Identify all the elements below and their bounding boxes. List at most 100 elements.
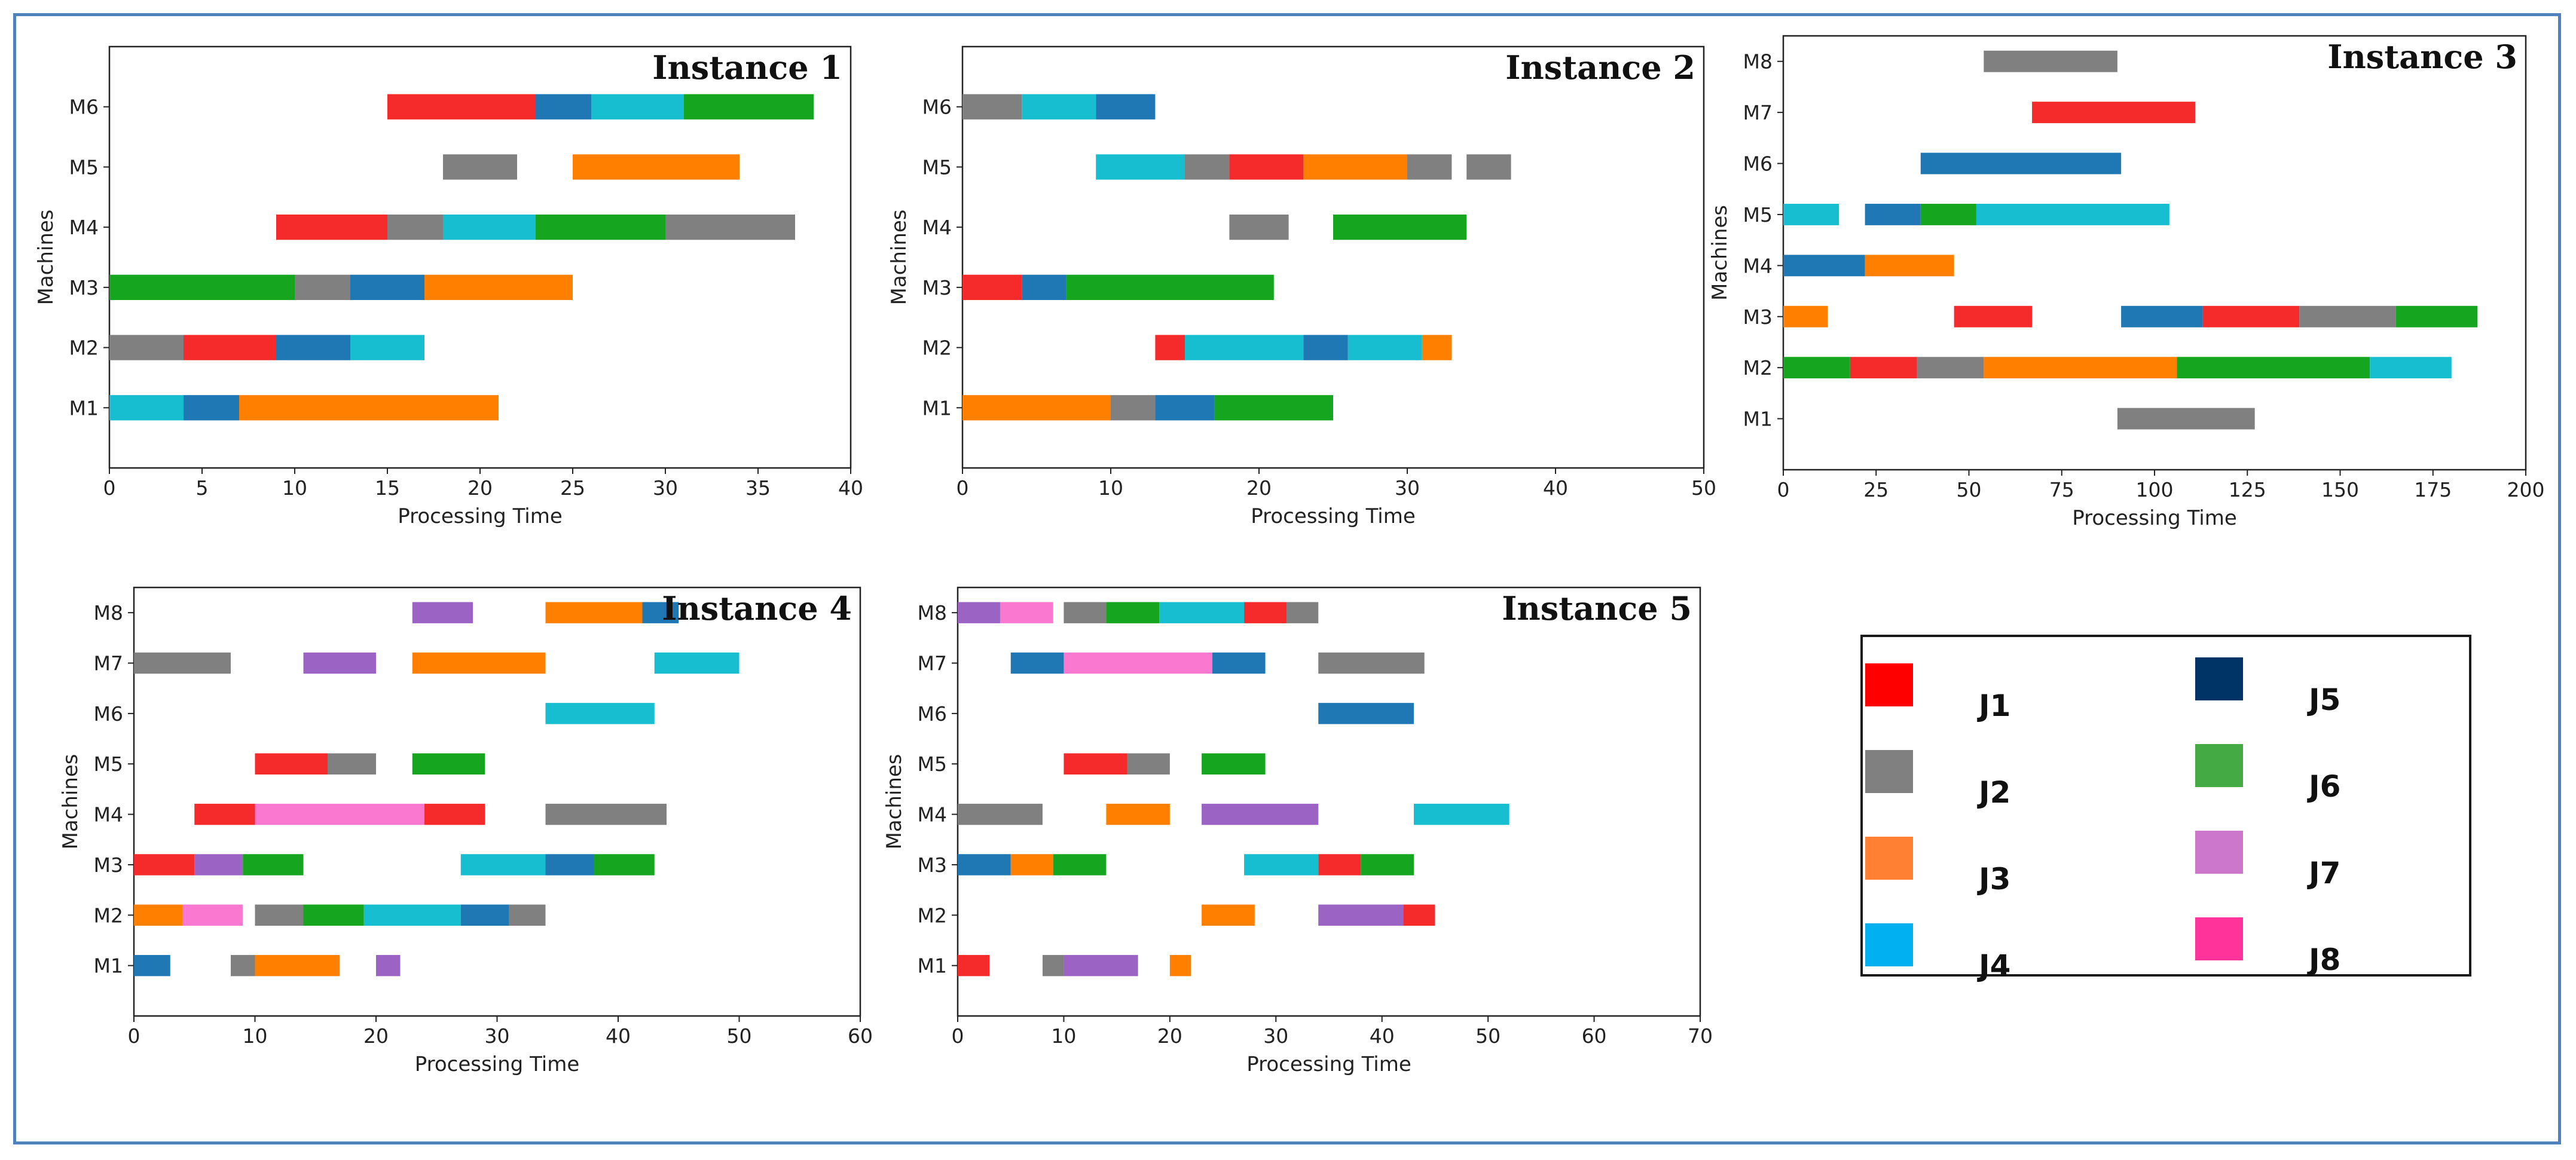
task-bar-j5-m6	[536, 94, 591, 120]
y-tick-label: M2	[922, 336, 952, 360]
task-bar-j2-m4	[665, 214, 795, 240]
legend-swatch	[1865, 663, 1913, 706]
task-bar-j3-m7	[412, 652, 546, 674]
legend-swatch	[2195, 917, 2243, 960]
task-bar-j1-m5	[1064, 753, 1127, 775]
task-bar-j1-m2	[1155, 335, 1185, 360]
task-bar-j4-m5	[1096, 154, 1185, 180]
task-bar-j7-m8	[412, 602, 473, 623]
x-tick-label: 0	[103, 476, 116, 500]
task-bar-j2-m5	[1127, 753, 1170, 775]
gantt-chart-instance-1: 0 5 10 15 20 25 30 35 40 M1 M2 M3 M4 M5 M6 Processing T…	[34, 45, 863, 528]
task-bar-j5-m2	[1303, 335, 1348, 360]
chart-title: Instance 1	[652, 48, 842, 87]
legend-label: J5	[2309, 682, 2341, 717]
task-bar-j3-m2	[134, 904, 182, 926]
x-tick-label: 100	[2136, 478, 2174, 501]
x-tick-label: 150	[2321, 478, 2359, 501]
task-bar-j6-m5	[412, 753, 485, 775]
task-bar-j5-m3	[2121, 305, 2203, 328]
legend-swatch	[2195, 744, 2243, 787]
task-bar-j3-m2	[1202, 904, 1255, 926]
task-bar-j4-m2	[363, 904, 461, 926]
x-tick-label: 20	[467, 476, 493, 500]
task-bar-j5-m7	[1010, 652, 1064, 674]
task-bar-j2-m2	[255, 904, 304, 926]
task-bar-j5-m6	[1096, 94, 1156, 120]
x-tick-label: 0	[957, 476, 969, 500]
task-bar-j4-m5	[1976, 204, 2169, 225]
legend: J1 J2 J3 J4 J5 J6 J7 J8	[1860, 635, 2471, 983]
task-bar-j6-m4	[1333, 214, 1467, 240]
y-tick-label: M5	[922, 155, 952, 179]
x-tick-label: 60	[848, 1024, 873, 1048]
task-bar-j5-m4	[1783, 255, 1865, 277]
y-axis-label: Machines	[59, 754, 82, 849]
task-bar-j5-m1	[134, 954, 170, 977]
task-bar-j6-m8	[1106, 602, 1160, 623]
x-tick-label: 40	[606, 1024, 631, 1048]
task-bar-j3-m2	[1422, 335, 1452, 360]
task-bar-j8-m7	[1064, 652, 1212, 674]
task-bar-j5-m3	[545, 854, 594, 876]
legend-item-j7: J7	[2195, 814, 2340, 890]
legend-label: J3	[1979, 862, 2011, 896]
figure-frame	[13, 13, 2561, 1144]
task-bar-j1-m5	[255, 753, 328, 775]
y-tick-label: M6	[69, 96, 99, 119]
gantt-chart-instance-5: 0 10 20 30 40 50 60 70 M1 M2 M3 M4 M5 M6 M7 M8 Processin…	[882, 586, 1713, 1076]
task-bar-j4-m6	[591, 94, 684, 120]
chart-title: Instance 2	[1505, 48, 1695, 87]
task-bar-j1-m4	[424, 803, 485, 825]
task-bar-j6-m5	[1920, 204, 1976, 225]
task-bar-j2-m5	[1407, 154, 1452, 180]
task-bar-j5-m8	[642, 602, 679, 623]
task-bar-j6-m3	[2395, 305, 2478, 328]
y-tick-label: M8	[918, 601, 947, 625]
task-bar-j3-m4	[1865, 255, 1954, 277]
y-tick-label: M4	[1743, 254, 1773, 277]
x-tick-label: 0	[952, 1024, 964, 1048]
task-bar-j2-m5	[328, 753, 376, 775]
task-bar-j4-m6	[1022, 94, 1096, 120]
task-bar-j5-m7	[1212, 652, 1266, 674]
plot-area-frame	[957, 586, 1701, 1017]
task-bar-j2-m1	[2117, 408, 2255, 430]
x-tick-label: 50	[1691, 476, 1716, 500]
x-tick-label: 40	[1543, 476, 1568, 500]
y-tick-label: M6	[94, 702, 123, 726]
legend-swatch	[1865, 750, 1913, 793]
y-tick-label: M3	[1743, 305, 1773, 329]
y-tick-label: M5	[94, 752, 123, 776]
x-tick-label: 30	[1395, 476, 1420, 500]
task-bar-j2-m4	[958, 803, 1043, 825]
y-tick-label: M1	[922, 396, 952, 420]
legend-label: J1	[1979, 688, 2011, 723]
task-bar-j3-m1	[255, 954, 340, 977]
task-bar-j2-m8	[1287, 602, 1319, 623]
x-tick-label: 20	[363, 1024, 389, 1048]
gantt-chart-instance-3: 0 25 50 75 100 125 150 175 200 M1 M2 M3 M4 M5 M6 M7 M8 Pr…	[1708, 35, 2545, 530]
x-axis-label: Processing Time	[2072, 506, 2237, 530]
x-tick-label: 50	[1957, 478, 1982, 501]
task-bar-j4-m3	[460, 854, 546, 876]
x-tick-label: 50	[1475, 1024, 1501, 1048]
task-bar-j1-m8	[1244, 602, 1287, 623]
x-axis-label: Processing Time	[398, 504, 563, 528]
task-bar-j1-m7	[2032, 102, 2196, 124]
task-bar-j4-m6	[545, 703, 655, 724]
x-axis-label: Processing Time	[415, 1052, 580, 1076]
task-bar-j6-m4	[536, 214, 665, 240]
y-tick-label: M5	[918, 752, 947, 776]
plot-area-frame	[133, 586, 861, 1017]
x-tick-label: 10	[282, 476, 307, 500]
task-bar-j6-m3	[1361, 854, 1414, 876]
task-bar-j1-m2	[1403, 904, 1435, 926]
task-bar-j3-m5	[1303, 154, 1407, 180]
y-tick-label: M3	[69, 276, 99, 299]
task-bar-j2-m8	[1984, 50, 2117, 72]
task-bar-j2-m8	[1064, 602, 1107, 623]
x-tick-label: 20	[1246, 476, 1272, 500]
y-tick-label: M1	[69, 396, 99, 420]
task-bar-j1-m2	[1850, 357, 1917, 379]
